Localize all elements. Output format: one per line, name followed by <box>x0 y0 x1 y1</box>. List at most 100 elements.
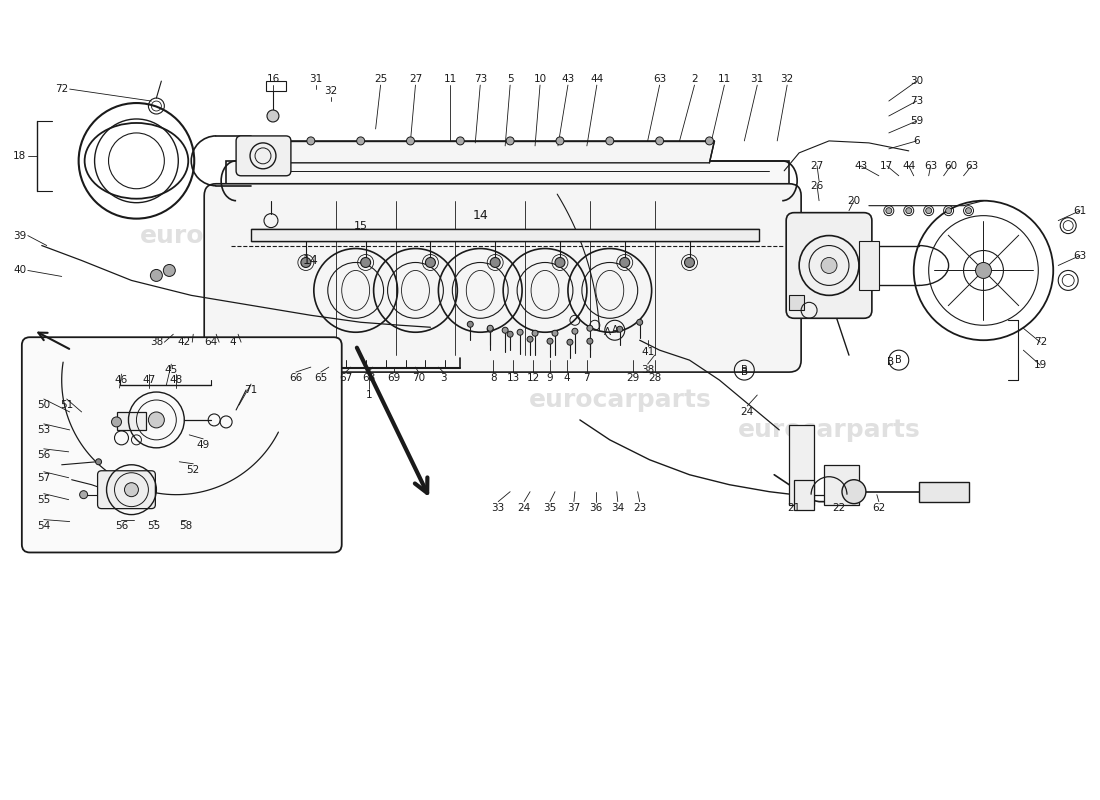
Circle shape <box>637 319 642 326</box>
Text: 4: 4 <box>563 373 570 383</box>
Text: 46: 46 <box>114 375 128 385</box>
Text: 70: 70 <box>411 373 425 383</box>
Text: 24: 24 <box>517 502 530 513</box>
Bar <box>918 482 968 502</box>
Text: B: B <box>888 357 894 367</box>
Circle shape <box>503 327 508 334</box>
Circle shape <box>124 482 139 497</box>
Circle shape <box>426 258 436 267</box>
Text: 27: 27 <box>409 74 422 84</box>
Text: 64: 64 <box>205 338 218 347</box>
Text: eurocarparts: eurocarparts <box>140 223 322 247</box>
Text: 37: 37 <box>568 502 581 513</box>
Text: 49: 49 <box>197 440 210 450</box>
Text: 69: 69 <box>387 373 400 383</box>
Circle shape <box>552 330 558 336</box>
Circle shape <box>361 258 371 267</box>
Text: 61: 61 <box>1074 206 1087 216</box>
FancyBboxPatch shape <box>205 184 801 372</box>
Text: 56: 56 <box>114 521 128 530</box>
Bar <box>266 81 286 91</box>
Text: 25: 25 <box>374 74 387 84</box>
Polygon shape <box>227 161 789 201</box>
Text: 60: 60 <box>944 161 957 171</box>
Circle shape <box>356 137 364 145</box>
Text: 65: 65 <box>315 373 328 383</box>
Text: 10: 10 <box>534 74 547 84</box>
Text: 36: 36 <box>590 502 603 513</box>
Text: 40: 40 <box>13 266 26 275</box>
Circle shape <box>617 326 623 332</box>
Text: 54: 54 <box>37 521 51 530</box>
Text: 42: 42 <box>177 338 191 347</box>
Text: 13: 13 <box>506 373 520 383</box>
Bar <box>117 412 146 430</box>
Circle shape <box>79 490 88 498</box>
Text: 31: 31 <box>309 74 322 84</box>
Circle shape <box>111 417 121 427</box>
Text: 15: 15 <box>354 221 367 230</box>
Text: 24: 24 <box>740 407 754 417</box>
Circle shape <box>587 326 593 331</box>
Circle shape <box>148 412 164 428</box>
Text: 45: 45 <box>165 365 178 375</box>
Text: 68: 68 <box>362 373 375 383</box>
Bar <box>859 241 879 290</box>
Text: 19: 19 <box>1034 360 1047 370</box>
Polygon shape <box>276 141 714 163</box>
Text: 44: 44 <box>902 161 915 171</box>
Text: 11: 11 <box>718 74 732 84</box>
Text: 39: 39 <box>13 230 26 241</box>
Text: 41: 41 <box>641 347 654 357</box>
Text: B: B <box>741 365 748 375</box>
Text: B: B <box>740 367 748 377</box>
Text: 63: 63 <box>965 161 978 171</box>
Circle shape <box>506 137 514 145</box>
Text: eurocarparts: eurocarparts <box>528 388 711 412</box>
FancyBboxPatch shape <box>236 136 290 176</box>
Circle shape <box>267 110 279 122</box>
Text: 53: 53 <box>37 425 51 435</box>
Text: 71: 71 <box>244 385 257 395</box>
Text: 2: 2 <box>691 74 697 84</box>
Text: 32: 32 <box>781 74 794 84</box>
Text: 27: 27 <box>811 161 824 171</box>
Text: eurocarparts: eurocarparts <box>429 223 612 247</box>
Text: 8: 8 <box>490 373 496 383</box>
Text: 6: 6 <box>913 136 920 146</box>
Text: 4: 4 <box>230 338 236 347</box>
Circle shape <box>606 137 614 145</box>
Text: 66: 66 <box>289 373 302 383</box>
Circle shape <box>966 208 971 214</box>
Text: B: B <box>895 355 902 365</box>
Circle shape <box>842 480 866 504</box>
Circle shape <box>487 326 493 331</box>
Text: 63: 63 <box>653 74 667 84</box>
Text: 38: 38 <box>150 338 163 347</box>
Text: 18: 18 <box>13 151 26 161</box>
Text: 26: 26 <box>811 181 824 190</box>
Text: eurocarparts: eurocarparts <box>738 418 921 442</box>
Circle shape <box>556 137 564 145</box>
Circle shape <box>507 331 513 338</box>
Text: 38: 38 <box>641 365 654 375</box>
Circle shape <box>926 208 932 214</box>
Text: 52: 52 <box>187 465 200 474</box>
Text: 23: 23 <box>634 502 647 513</box>
Text: 56: 56 <box>37 450 51 460</box>
Text: 67: 67 <box>339 373 352 383</box>
Text: eurocarparts: eurocarparts <box>140 418 322 442</box>
Text: 43: 43 <box>561 74 574 84</box>
Text: 7: 7 <box>584 373 591 383</box>
Circle shape <box>468 322 473 327</box>
Text: 34: 34 <box>612 502 625 513</box>
Text: 51: 51 <box>60 400 74 410</box>
Circle shape <box>456 137 464 145</box>
Text: 9: 9 <box>547 373 553 383</box>
Bar <box>789 425 814 505</box>
Text: 22: 22 <box>833 502 846 513</box>
Text: 55: 55 <box>146 521 160 530</box>
Text: 58: 58 <box>179 521 192 530</box>
Text: 55: 55 <box>37 494 51 505</box>
Circle shape <box>587 338 593 344</box>
